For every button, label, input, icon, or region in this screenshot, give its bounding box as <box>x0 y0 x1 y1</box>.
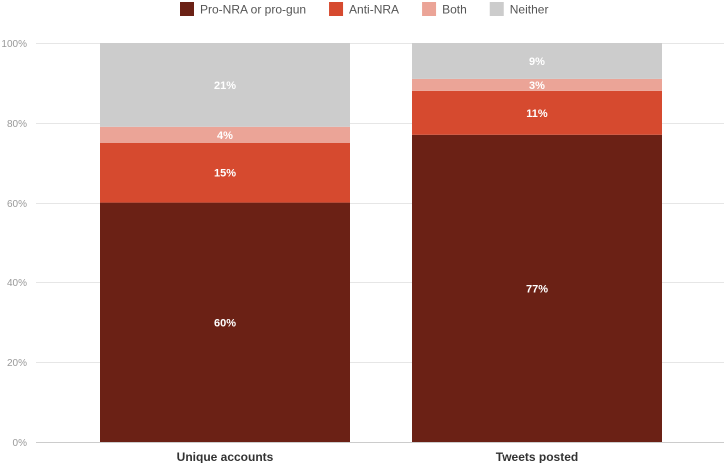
y-tick-label-80: 80% <box>7 119 27 130</box>
legend-swatch-pro-nra-or-pro-gun <box>180 2 194 16</box>
x-category-label-unique-accounts: Unique accounts <box>177 450 274 463</box>
y-tick-label-60: 60% <box>7 199 27 210</box>
y-tick-label-100: 100% <box>1 39 27 50</box>
bar-group-tweets-posted: 77% 11% 3% 9% <box>412 43 662 442</box>
legend-item-pro-nra-or-pro-gun: Pro-NRA or pro-gun <box>180 2 306 17</box>
legend-label-neither: Neither <box>510 3 549 17</box>
bars: 60% 15% 4% 21% 77% 11% 3% 9% <box>100 43 662 442</box>
y-tick-label-0: 0% <box>13 438 28 449</box>
legend-swatch-both <box>422 2 437 16</box>
data-label-pro-nra-or-pro-gun-unique-accounts: 60% <box>214 317 236 329</box>
bar-segment-pro-nra-or-pro-gun-unique-accounts <box>100 202 350 442</box>
legend-swatch-anti-nra <box>329 2 344 16</box>
data-label-pro-nra-or-pro-gun-tweets-posted: 77% <box>526 283 548 295</box>
y-tick-label-40: 40% <box>7 278 27 289</box>
bar-segment-both-unique-accounts <box>100 126 350 143</box>
bar-segment-pro-nra-or-pro-gun-tweets-posted <box>412 134 662 442</box>
bar-segment-anti-nra-unique-accounts <box>100 142 350 203</box>
legend-item-anti-nra: Anti-NRA <box>329 2 399 17</box>
y-axis: 0% 20% 40% 60% 80% 100% <box>1 39 27 449</box>
x-axis: Unique accounts Tweets posted <box>177 450 579 463</box>
bar-segment-anti-nra-tweets-posted <box>412 90 662 135</box>
legend-label-anti-nra: Anti-NRA <box>349 3 399 17</box>
legend-label-pro-nra-or-pro-gun: Pro-NRA or pro-gun <box>200 3 306 17</box>
data-label-both-tweets-posted: 3% <box>529 80 545 92</box>
data-label-neither-tweets-posted: 9% <box>529 56 545 68</box>
bar-group-unique-accounts: 60% 15% 4% 21% <box>100 43 350 442</box>
x-category-label-tweets-posted: Tweets posted <box>496 450 578 463</box>
data-label-anti-nra-unique-accounts: 15% <box>214 168 236 180</box>
legend-swatch-neither <box>489 2 504 16</box>
data-label-neither-unique-accounts: 21% <box>214 80 236 92</box>
legend-item-both: Both <box>422 2 467 17</box>
bar-segment-both-tweets-posted <box>412 78 662 91</box>
bar-segment-neither-tweets-posted <box>412 43 662 79</box>
legend-item-neither: Neither <box>489 2 549 17</box>
chart-legend: Pro-NRA or pro-gun Anti-NRA Both Neither <box>180 2 548 17</box>
data-label-both-unique-accounts: 4% <box>217 130 233 142</box>
y-tick-label-20: 20% <box>7 358 27 369</box>
bar-segment-neither-unique-accounts <box>100 43 350 127</box>
data-label-anti-nra-tweets-posted: 11% <box>526 108 548 120</box>
legend-label-both: Both <box>442 3 467 17</box>
